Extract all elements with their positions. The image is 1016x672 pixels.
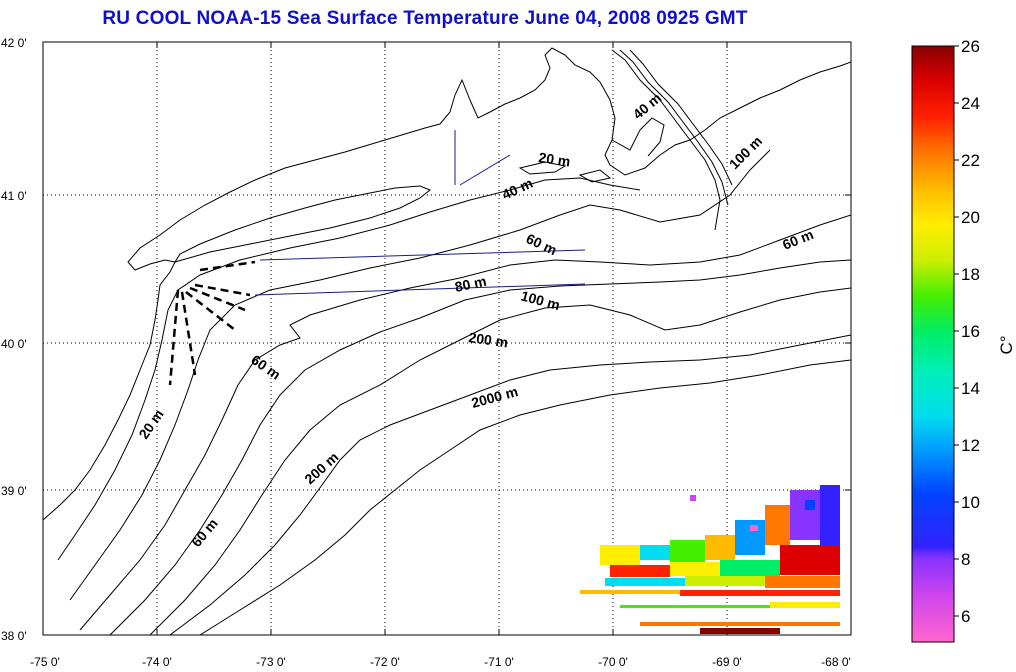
lon-label: -68 0' xyxy=(821,655,851,669)
colorbar-tick-label: 10 xyxy=(961,493,980,512)
depth-label: 80 m xyxy=(453,273,488,295)
depth-contours xyxy=(57,49,851,635)
colorbar-tick-label: 16 xyxy=(961,322,980,341)
lon-label: -69 0' xyxy=(712,655,742,669)
latitude-labels: 42 0' 41 0' 40 0' 39 0' 38 0' xyxy=(1,36,27,643)
lon-label: -72 0' xyxy=(370,655,400,669)
longitude-labels: -75 0' -74 0' -73 0' -72 0' -71 0' -70 0… xyxy=(30,655,851,669)
colorbar-tick-label: 6 xyxy=(961,607,970,626)
colorbar-tick-label: 12 xyxy=(961,436,980,455)
map-title: RU COOL NOAA-15 Sea Surface Temperature … xyxy=(102,8,748,29)
lon-label: -71 0' xyxy=(484,655,514,669)
lon-label: -75 0' xyxy=(30,655,60,669)
lat-label: 40 0' xyxy=(1,337,27,351)
coastline xyxy=(43,47,851,521)
transect-lines xyxy=(168,260,256,386)
colorbar xyxy=(911,45,955,643)
lat-label: 39 0' xyxy=(1,484,27,498)
colorbar-tick-label: 26 xyxy=(961,37,980,56)
colorbar-tick-label: 14 xyxy=(961,379,980,398)
colorbar-tick-label: 22 xyxy=(961,151,980,170)
colorbar-unit-label: C° xyxy=(997,335,1016,354)
sst-data-patch xyxy=(580,485,840,634)
lat-label: 38 0' xyxy=(1,629,27,643)
colorbar-tick-label: 24 xyxy=(961,94,980,113)
depth-label: 200 m xyxy=(468,329,510,350)
gridlines xyxy=(43,42,851,635)
lon-label: -73 0' xyxy=(256,655,286,669)
colorbar-tick-label: 20 xyxy=(961,208,980,227)
depth-label: 20 m xyxy=(538,149,572,169)
colorbar-tick-label: 18 xyxy=(961,265,980,284)
lon-label: -74 0' xyxy=(142,655,172,669)
track-lines xyxy=(254,130,586,296)
cape-cod xyxy=(611,117,665,157)
lat-label: 41 0' xyxy=(1,189,27,203)
colorbar-ticks: 26 24 22 20 18 16 14 12 10 8 6 xyxy=(954,37,980,626)
lat-label: 42 0' xyxy=(1,36,27,50)
lon-label: -70 0' xyxy=(598,655,628,669)
colorbar-tick-label: 8 xyxy=(961,550,970,569)
long-island xyxy=(173,185,431,263)
